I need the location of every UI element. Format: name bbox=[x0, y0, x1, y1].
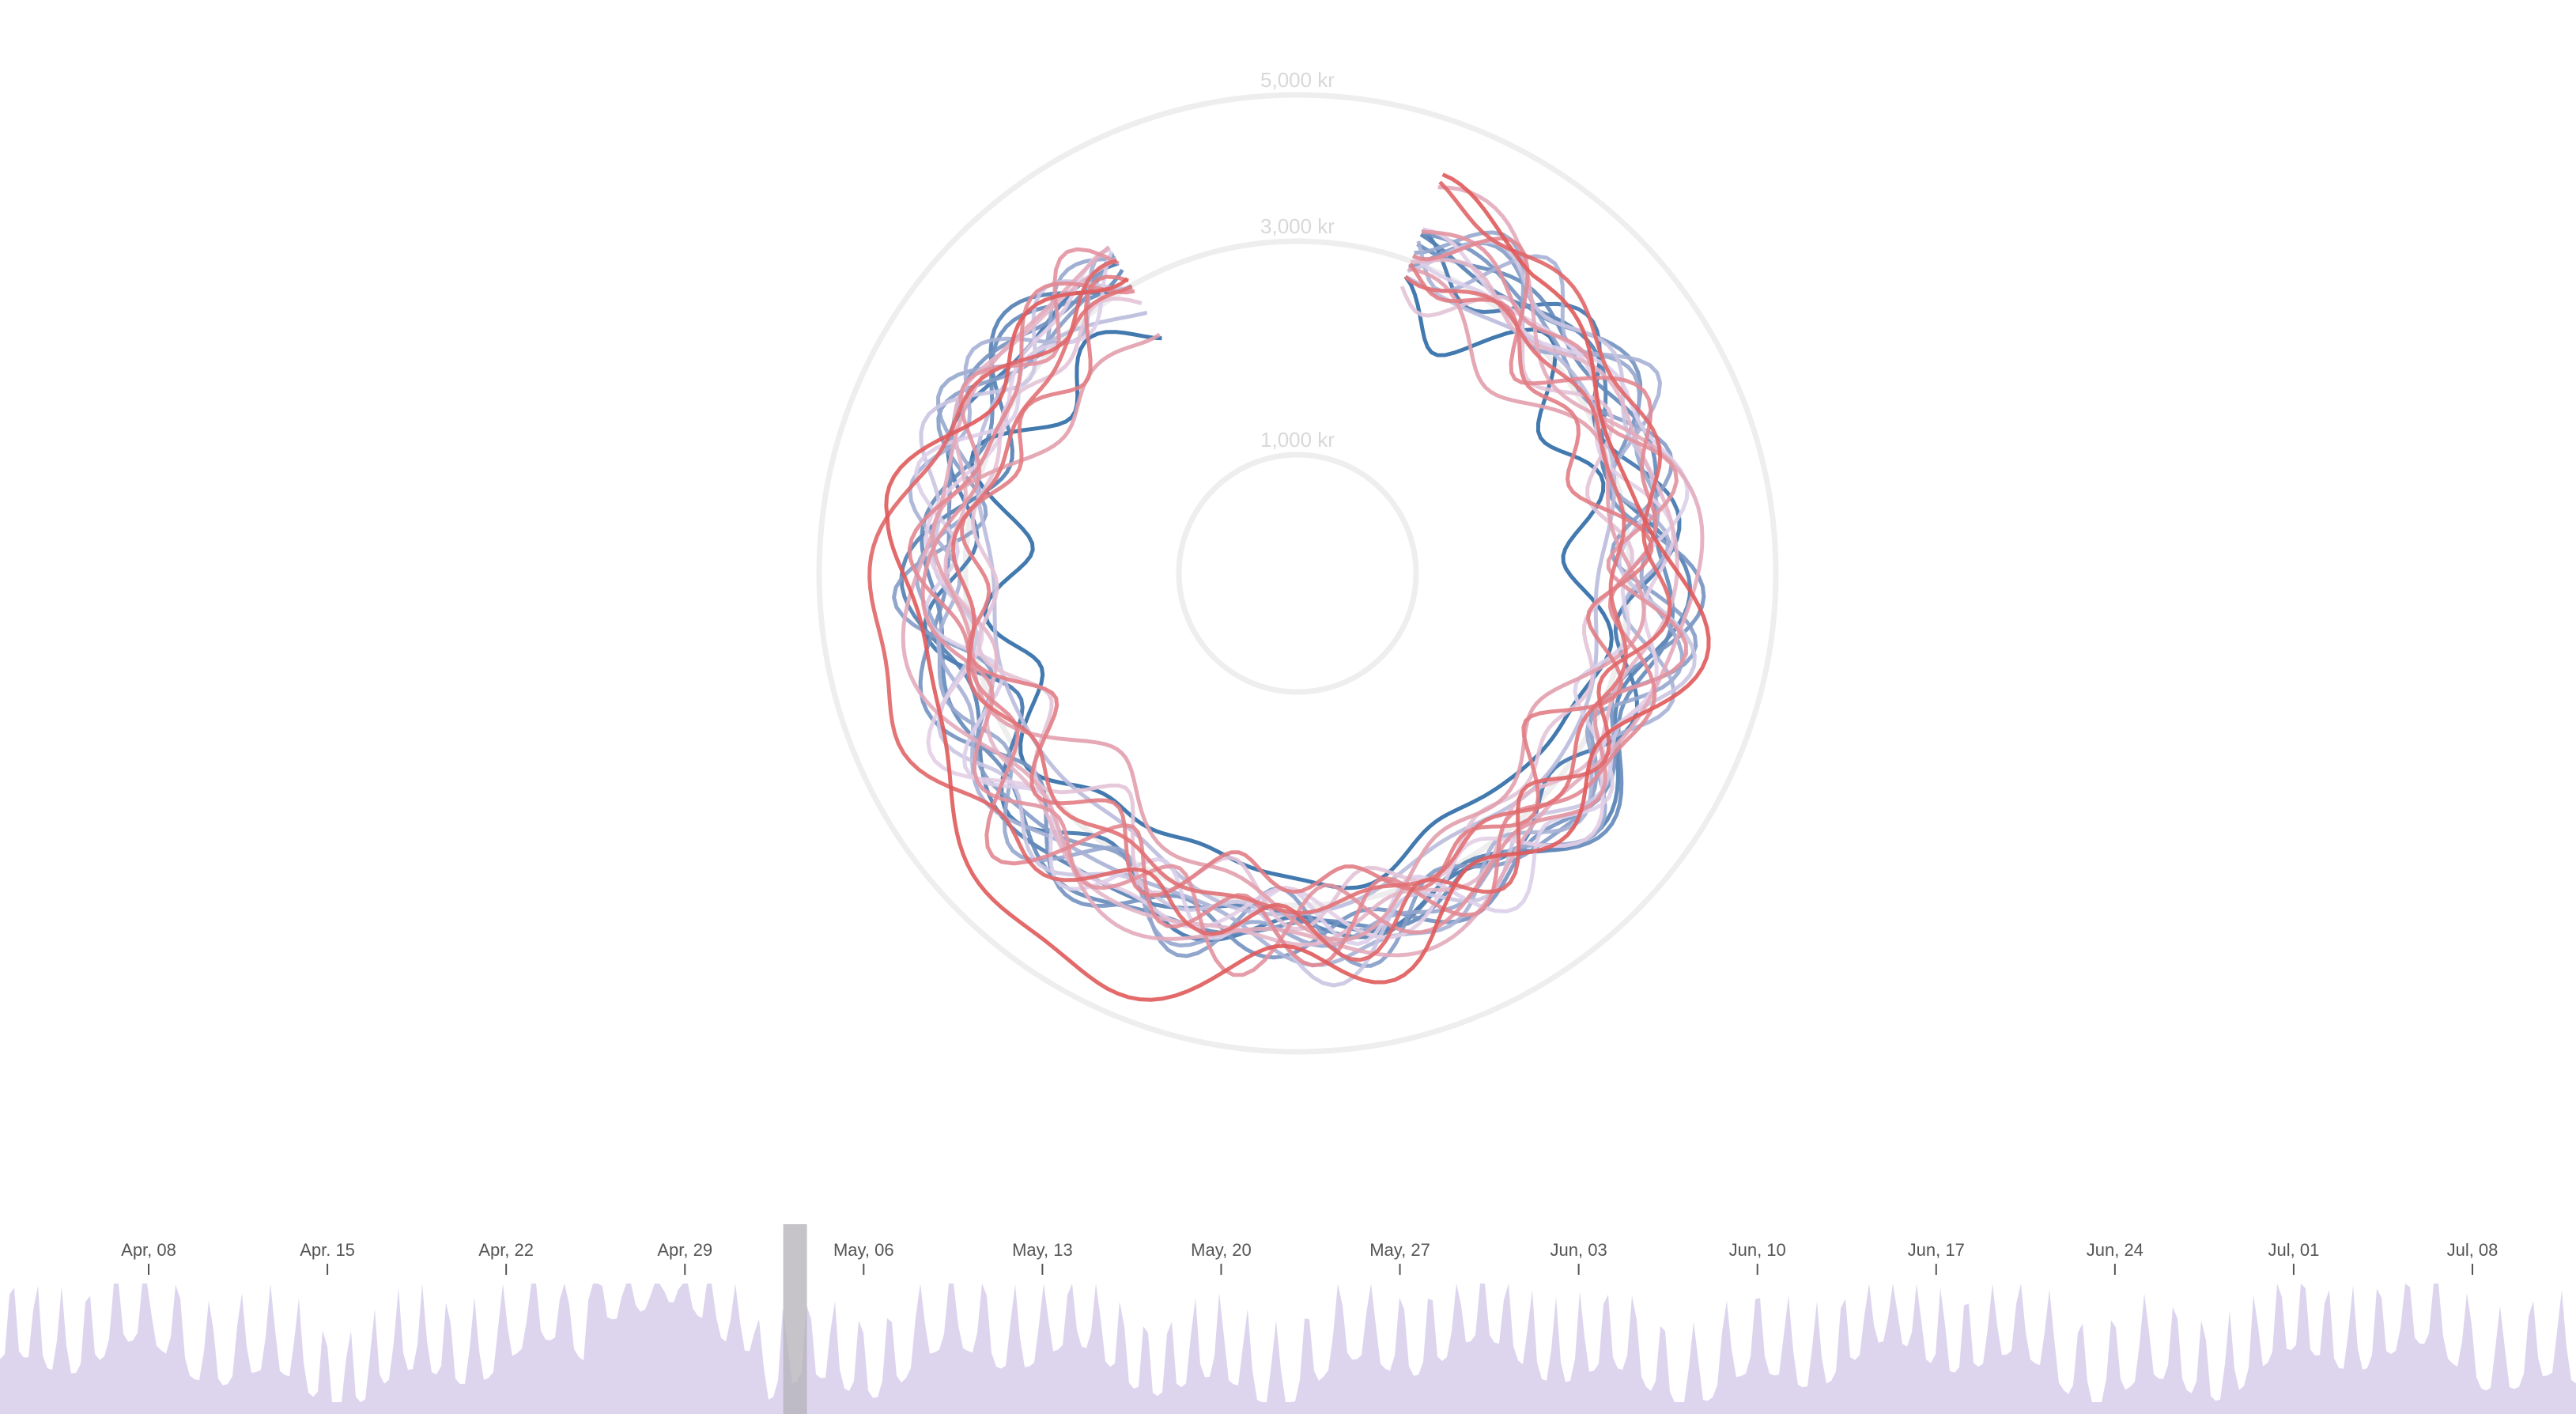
x-tick-label-8: Jun, 03 bbox=[1551, 1240, 1607, 1260]
ring-label-2: 5,000 kr bbox=[1260, 68, 1335, 92]
x-tick-label-5: May, 13 bbox=[1012, 1240, 1073, 1260]
series-line-10 bbox=[914, 250, 1690, 947]
timeline-brush-area[interactable]: Apr, 08 Apr. 15 Apr, 22 Apr, 29 May, 06 May, … bbox=[0, 1224, 2576, 1414]
x-tick-label-10: Jun, 17 bbox=[1908, 1240, 1965, 1260]
x-tick-label-1: Apr. 15 bbox=[300, 1240, 355, 1260]
series-line-12 bbox=[970, 285, 1634, 931]
series-line-20 bbox=[867, 180, 1672, 962]
x-tick-label-9: Jun, 10 bbox=[1729, 1240, 1786, 1260]
radial-series-group bbox=[867, 172, 1711, 1002]
timeline-x-axis: Apr, 08 Apr. 15 Apr, 22 Apr, 29 May, 06 May, … bbox=[121, 1240, 2498, 1275]
series-line-21 bbox=[884, 172, 1711, 1002]
x-tick-label-0: Apr, 08 bbox=[121, 1240, 176, 1260]
gridline-ring-0 bbox=[1176, 452, 1419, 695]
radial-axis-labels: 1,000 kr 3,000 kr 5,000 kr bbox=[1260, 68, 1335, 452]
ring-label-1: 3,000 kr bbox=[1260, 214, 1335, 238]
x-tick-label-6: May, 20 bbox=[1191, 1240, 1252, 1260]
x-tick-label-12: Jul, 01 bbox=[2268, 1240, 2320, 1260]
timeline-area bbox=[0, 1284, 2576, 1414]
x-tick-label-11: Jun, 24 bbox=[2087, 1240, 2144, 1260]
series-line-19 bbox=[951, 275, 1628, 915]
timeline-brush-handle[interactable] bbox=[783, 1224, 807, 1414]
series-line-17 bbox=[907, 236, 1658, 968]
x-tick-label-4: May, 06 bbox=[833, 1240, 894, 1260]
x-tick-label-3: Apr, 29 bbox=[657, 1240, 712, 1260]
x-tick-label-13: Jul, 08 bbox=[2447, 1240, 2499, 1260]
gridline-ring-2 bbox=[816, 92, 1779, 1055]
series-line-18 bbox=[960, 262, 1654, 898]
x-tick-label-2: Apr, 22 bbox=[478, 1240, 534, 1260]
x-tick-label-7: May, 27 bbox=[1369, 1240, 1430, 1260]
ring-label-0: 1,000 kr bbox=[1260, 428, 1335, 452]
